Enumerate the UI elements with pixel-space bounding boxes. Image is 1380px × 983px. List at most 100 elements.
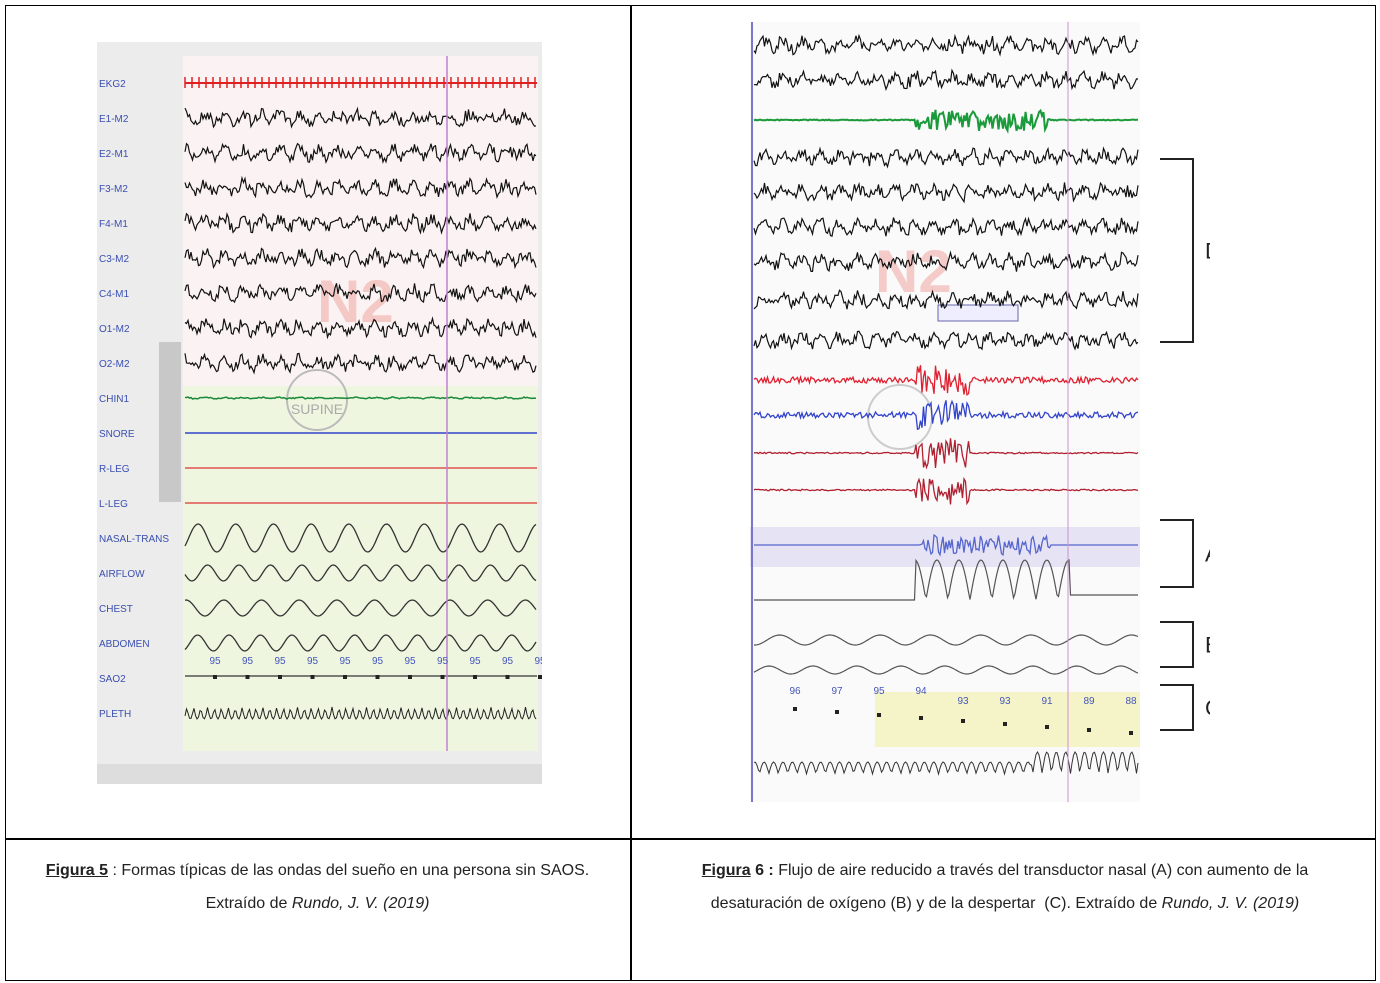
spo2-label: 91 <box>1041 696 1053 707</box>
spo2-label: 95 <box>873 686 885 697</box>
figure-number: 6 : <box>750 862 774 879</box>
spo2-marker <box>1087 728 1091 732</box>
waveform <box>753 250 1139 273</box>
spo2-marker <box>877 713 881 717</box>
channel-label: ABDOMEN <box>99 639 150 650</box>
spo2-marker <box>793 707 797 711</box>
spo2-label: 94 <box>915 686 927 697</box>
spo2-marker <box>375 675 380 679</box>
bracket <box>1160 158 1194 343</box>
bracket-label: C <box>1205 696 1210 721</box>
caption-text: : Formas típicas de las ondas del sueño … <box>108 862 594 912</box>
channel-label: L-LEG <box>99 499 128 510</box>
spo2-label: 96 <box>789 686 801 697</box>
spo2-label: 95 <box>469 656 481 667</box>
waveform <box>754 558 1138 601</box>
spo2-marker <box>310 675 315 679</box>
waveform <box>184 599 537 617</box>
spo2-marker <box>505 675 510 679</box>
spo2-label: 95 <box>534 656 542 667</box>
image-background <box>750 22 1140 802</box>
waveform <box>184 316 537 340</box>
waveform <box>753 181 1139 204</box>
spo2-marker <box>473 675 477 679</box>
waveform <box>753 330 1139 351</box>
spo2-label: 95 <box>502 656 514 667</box>
spo2-label: 95 <box>307 656 319 667</box>
spo2-label: 95 <box>274 656 286 667</box>
figure-label: Figura 5 <box>45 862 109 879</box>
spo2-marker <box>213 675 217 679</box>
waveform <box>184 396 536 400</box>
waveform <box>184 283 537 304</box>
spo2-label: 95 <box>372 656 384 667</box>
waveform <box>753 665 1139 675</box>
waveform <box>184 211 537 235</box>
waveform <box>754 634 1139 646</box>
spo2-marker <box>538 675 542 679</box>
spo2-label: 95 <box>404 656 416 667</box>
caption: Figura 6 : Flujo de aire reducido a trav… <box>655 854 1355 920</box>
channel-label: CHIN1 <box>99 394 129 405</box>
scroll-bar <box>97 764 542 784</box>
waveform <box>184 106 537 129</box>
waveform <box>184 142 537 165</box>
bracket <box>1160 621 1194 668</box>
bracket <box>1160 519 1194 588</box>
caption-source: Rundo, J. V. (2019) <box>1161 895 1300 912</box>
spo2-marker <box>278 675 282 679</box>
waveform <box>753 476 1139 506</box>
figure-6-image: N2 96 97 95 94 93 93 91 89 88 D A B C <box>750 22 1210 802</box>
waveform <box>753 68 1139 92</box>
waveform <box>753 750 1139 776</box>
spo2-marker <box>1003 722 1007 726</box>
bracket-label: D <box>1205 239 1210 264</box>
channel-label: F3-M2 <box>99 184 128 195</box>
channel-label: E2-M1 <box>99 149 129 160</box>
spo2-label: 89 <box>1083 696 1095 707</box>
table-cell <box>630 5 1376 840</box>
waveform <box>184 352 537 375</box>
spo2-marker <box>343 675 347 679</box>
channel-label: EKG2 <box>99 79 126 90</box>
spo2-marker <box>1129 731 1133 735</box>
spo2-marker <box>961 719 965 723</box>
waveform <box>184 564 537 582</box>
bracket <box>1160 684 1194 731</box>
waveform <box>184 706 537 721</box>
waveform <box>753 438 1139 470</box>
stage-watermark: N2 <box>875 238 952 305</box>
waveform <box>753 33 1139 57</box>
caption-source: Rundo, J. V. (2019) <box>291 895 430 912</box>
event-box <box>937 304 1019 322</box>
caption-text: Flujo de aire reducido a través del tran… <box>710 862 1313 912</box>
figure-5-image: N2 SUPINE EKG2E1-M2E2-M1F3-M2F4-M1C3-M2C… <box>97 42 542 784</box>
channel-label: NASAL-TRANS <box>99 534 169 545</box>
bracket-label: B <box>1205 633 1210 658</box>
channel-label: E1-M2 <box>99 114 129 125</box>
spo2-label: 88 <box>1125 696 1137 707</box>
spo2-marker <box>1045 725 1049 729</box>
spo2-marker <box>919 716 923 720</box>
waveform <box>753 399 1139 431</box>
channel-label: F4-M1 <box>99 219 128 230</box>
waveform <box>184 246 537 270</box>
spo2-marker <box>245 675 250 679</box>
spo2-label: 93 <box>957 696 969 707</box>
waveform <box>753 365 1139 396</box>
spo2-label: 97 <box>831 686 843 697</box>
spo2-label: 95 <box>437 656 449 667</box>
channel-label: CHEST <box>99 604 133 615</box>
spo2-label: 95 <box>242 656 254 667</box>
spo2-label: 95 <box>339 656 351 667</box>
channel-label: SAO2 <box>99 674 126 685</box>
spo2-label: 95 <box>209 656 221 667</box>
channel-label: C4-M1 <box>99 289 129 300</box>
figure-label: Figura <box>701 862 751 879</box>
spo2-marker <box>440 675 445 679</box>
position-watermark: SUPINE <box>291 401 343 417</box>
channel-label: PLETH <box>99 709 131 720</box>
channel-label: SNORE <box>99 429 135 440</box>
spo2-marker <box>408 675 412 679</box>
